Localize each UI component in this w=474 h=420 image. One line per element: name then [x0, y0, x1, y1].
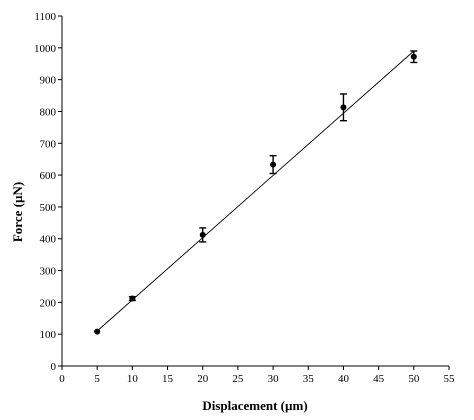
y-tick-label: 500 — [40, 202, 57, 214]
y-tick-label: 800 — [40, 106, 57, 118]
x-tick-label: 25 — [232, 373, 244, 385]
y-tick-label: 1100 — [34, 11, 56, 23]
y-tick-label: 100 — [40, 329, 57, 341]
y-tick-label: 300 — [40, 266, 57, 278]
data-point — [270, 161, 277, 168]
y-axis-title: Force (µN) — [10, 182, 25, 242]
data-point — [199, 231, 206, 238]
data-point — [94, 328, 101, 335]
y-tick-label: 200 — [40, 297, 57, 309]
fit-line — [96, 50, 415, 332]
y-tick-label: 600 — [40, 170, 57, 182]
y-tick-label: 900 — [40, 75, 57, 87]
x-tick-label: 0 — [59, 373, 65, 385]
x-tick-label: 10 — [127, 373, 139, 385]
x-tick-label: 35 — [303, 373, 315, 385]
y-axis-title-group: Force (µN) — [10, 182, 25, 242]
y-tick-label: 700 — [40, 138, 57, 150]
x-tick-label: 45 — [373, 373, 385, 385]
x-tick-label: 50 — [408, 373, 420, 385]
x-tick-label: 20 — [197, 373, 209, 385]
plot-area: 0 100 200 300 400 500 600 700 800 900 1000 1100 0 5 10… — [34, 11, 455, 385]
y-tick-label: 0 — [51, 361, 57, 373]
data-point — [410, 53, 417, 60]
x-axis-title: Displacement (µm) — [202, 398, 307, 413]
x-tick-label: 40 — [338, 373, 350, 385]
x-tick-label: 30 — [268, 373, 280, 385]
x-tick-label: 5 — [94, 373, 100, 385]
data-point — [340, 104, 347, 111]
y-tick-label: 1000 — [34, 43, 57, 55]
x-tick-label: 15 — [162, 373, 174, 385]
data-point — [129, 295, 136, 302]
y-tick-label: 400 — [40, 234, 57, 246]
x-tick-label: 55 — [444, 373, 456, 385]
